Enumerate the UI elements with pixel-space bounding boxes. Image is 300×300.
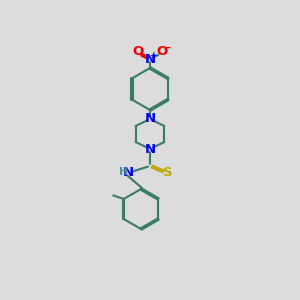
Text: O: O — [132, 45, 144, 58]
Text: N: N — [122, 166, 134, 179]
Text: +: + — [150, 52, 157, 61]
Text: N: N — [144, 53, 156, 66]
Text: H: H — [118, 167, 128, 177]
Text: N: N — [144, 112, 156, 125]
Text: S: S — [163, 166, 172, 179]
Text: −: − — [163, 43, 172, 53]
Text: O: O — [156, 45, 167, 58]
Text: N: N — [144, 143, 156, 156]
